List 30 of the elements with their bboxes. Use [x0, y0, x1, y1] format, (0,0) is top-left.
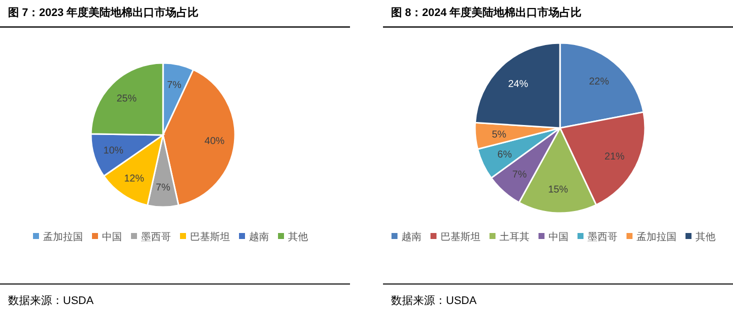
data-label: 15% [548, 184, 568, 196]
data-label: 24% [508, 78, 528, 90]
source-note: 数据来源：USDA [8, 294, 94, 307]
chart-title: 图 7：2023 年度美陆地棉出口市场占比 [8, 6, 199, 19]
legend-label: 中国 [102, 231, 122, 243]
data-label: 12% [124, 174, 144, 185]
chart-title: 图 8：2024 年度美陆地棉出口市场占比 [391, 6, 582, 19]
legend-label: 土耳其 [500, 231, 530, 243]
data-label: 7% [156, 182, 170, 194]
legend-label: 孟加拉国 [43, 231, 83, 243]
data-label: 22% [589, 76, 610, 88]
legend-label: 孟加拉国 [636, 231, 676, 243]
data-label: 7% [512, 169, 527, 180]
legend-label: 越南 [402, 231, 422, 243]
legend-label: 巴基斯坦 [190, 231, 230, 243]
data-label: 7% [166, 80, 182, 91]
data-label: 40% [204, 136, 225, 148]
data-label: 5% [492, 129, 506, 140]
legend-label: 墨西哥 [588, 232, 618, 243]
legend-label: 墨西哥 [141, 232, 171, 243]
data-label: 25% [116, 94, 137, 105]
legend-label: 越南 [249, 231, 269, 243]
data-label: 21% [604, 151, 625, 162]
data-label: 10% [103, 146, 124, 157]
legend-label: 中国 [548, 231, 568, 243]
legend-label: 其他 [696, 231, 716, 243]
legend-label: 巴基斯坦 [440, 231, 480, 243]
data-label: 6% [497, 150, 512, 161]
legend-label: 其他 [288, 231, 308, 243]
source-note: 数据来源：USDA [391, 294, 478, 307]
